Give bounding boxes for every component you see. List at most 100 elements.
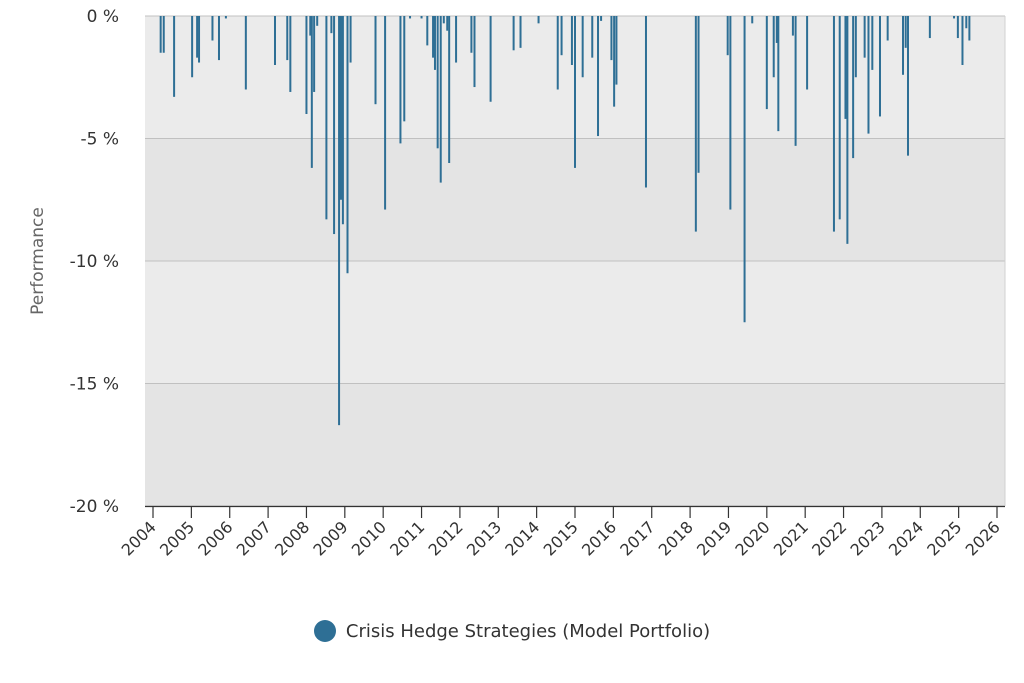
bar[interactable] [600,16,603,21]
bar[interactable] [409,16,412,19]
bar[interactable] [765,16,768,110]
bar[interactable] [844,16,847,119]
bar[interactable] [613,16,616,107]
bar[interactable] [591,16,594,58]
bar[interactable] [726,16,729,56]
bar[interactable] [439,16,442,183]
bar[interactable] [751,16,754,24]
bar[interactable] [448,16,451,163]
bar[interactable] [159,16,162,53]
bar[interactable] [556,16,559,90]
bar[interactable] [455,16,458,63]
bar[interactable] [384,16,387,210]
bar[interactable] [644,16,647,188]
bar[interactable] [867,16,870,134]
bar[interactable] [863,16,866,58]
bar[interactable] [965,16,968,29]
bar[interactable] [729,16,732,210]
x-tick-label: 2010 [348,517,390,559]
bar[interactable] [374,16,377,105]
bar[interactable] [432,16,435,58]
bar[interactable] [446,16,449,31]
bar[interactable] [777,16,780,132]
x-tick-label: 2023 [847,517,889,559]
x-tick-label: 2018 [655,517,697,559]
bar[interactable] [217,16,220,61]
bar[interactable] [904,16,907,48]
bar[interactable] [173,16,176,97]
bar[interactable] [333,16,336,235]
bar[interactable] [961,16,964,65]
bar[interactable] [442,16,445,24]
bar[interactable] [310,16,313,168]
bar[interactable] [273,16,276,65]
bar[interactable] [852,16,855,159]
bar[interactable] [244,16,247,90]
bar[interactable] [426,16,429,46]
bar[interactable] [473,16,476,88]
bar[interactable] [224,16,227,19]
bar[interactable] [286,16,289,61]
bar[interactable] [615,16,618,85]
y-tick-label: -20 % [70,497,119,517]
bar[interactable] [191,16,194,78]
bar[interactable] [878,16,881,117]
bar[interactable] [470,16,473,53]
bar[interactable] [325,16,328,220]
bar[interactable] [196,16,199,58]
bar[interactable] [162,16,165,53]
bar[interactable] [772,16,775,78]
bar[interactable] [775,16,778,43]
bar[interactable] [403,16,406,122]
bar[interactable] [316,16,319,26]
bar[interactable] [309,16,312,36]
bar[interactable] [338,16,341,426]
y-tick-label: -5 % [80,130,119,150]
bar[interactable] [610,16,613,61]
bar[interactable] [560,16,563,56]
bar[interactable] [791,16,794,36]
bar[interactable] [512,16,515,51]
bar[interactable] [489,16,492,102]
bar[interactable] [313,16,316,92]
bar[interactable] [339,16,342,200]
bar[interactable] [305,16,308,114]
bar[interactable] [597,16,600,137]
bars-group [159,16,971,426]
bar[interactable] [399,16,402,144]
bar[interactable] [794,16,797,146]
bar[interactable] [574,16,576,168]
bar[interactable] [420,16,423,19]
bar[interactable] [846,16,849,244]
x-tick-label: 2021 [770,517,812,559]
bar[interactable] [570,16,573,65]
bar[interactable] [346,16,349,274]
bar[interactable] [330,16,333,34]
bar[interactable] [743,16,746,323]
bar[interactable] [349,16,352,63]
bar[interactable] [537,16,540,24]
bar[interactable] [806,16,809,90]
bar[interactable] [832,16,835,232]
bar[interactable] [341,16,344,225]
bar[interactable] [433,16,436,70]
bar[interactable] [838,16,841,220]
bar[interactable] [694,16,697,232]
bar[interactable] [289,16,292,92]
bar[interactable] [956,16,959,39]
bar[interactable] [902,16,905,75]
bar[interactable] [854,16,857,78]
bar[interactable] [198,16,201,63]
bar[interactable] [519,16,522,48]
bar[interactable] [953,16,956,19]
bar[interactable] [697,16,700,173]
bar[interactable] [871,16,874,70]
bar[interactable] [436,16,439,149]
bar[interactable] [906,16,909,156]
bar[interactable] [928,16,931,39]
bar[interactable] [968,16,971,41]
bar[interactable] [581,16,584,78]
bar[interactable] [886,16,889,41]
legend-item[interactable]: Crisis Hedge Strategies (Model Portfolio… [313,620,710,642]
bar[interactable] [211,16,214,41]
